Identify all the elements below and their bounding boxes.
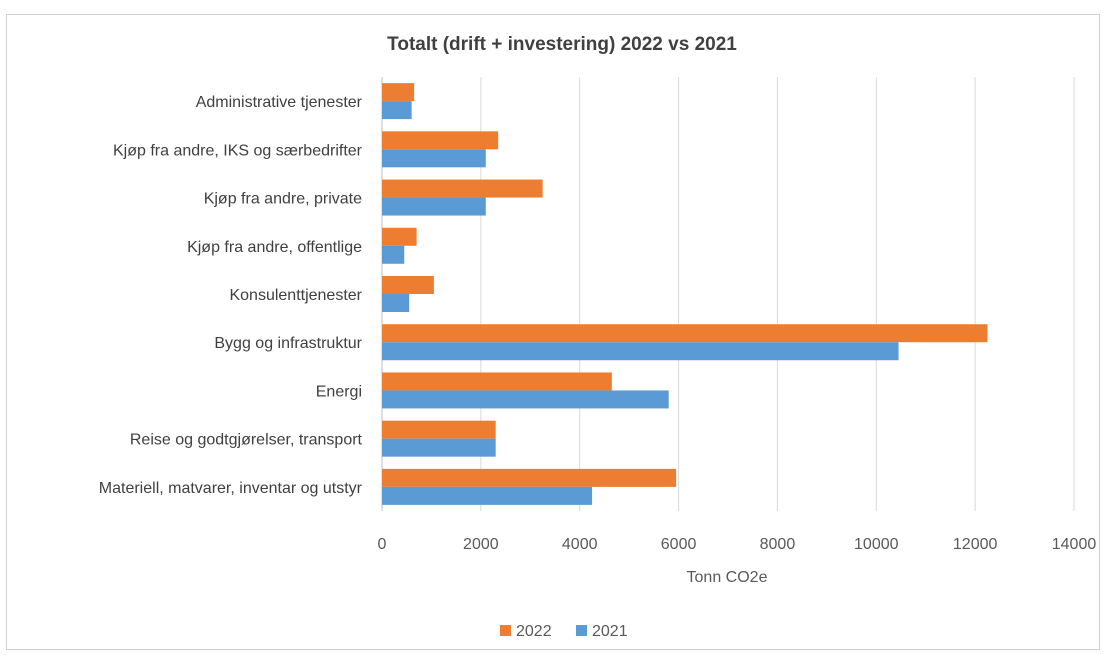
chart-title: Totalt (drift + investering) 2022 vs 202… — [387, 34, 737, 55]
bar-2022 — [382, 179, 543, 198]
bar-2022 — [382, 420, 496, 439]
category-label: Kjøp fra andre, private — [204, 191, 362, 208]
bar-2022 — [382, 276, 434, 294]
x-tick-label: 14000 — [1052, 536, 1097, 553]
bar-2021 — [382, 101, 412, 120]
bar-2022 — [382, 468, 677, 487]
category-label: Energi — [316, 383, 362, 400]
bar-2021 — [382, 342, 899, 361]
x-tick-label: 10000 — [854, 536, 899, 553]
x-tick-label: 2000 — [463, 536, 499, 553]
bar-2022 — [382, 131, 499, 150]
bar-2022 — [382, 324, 988, 343]
category-label: Kjøp fra andre, IKS og særbedrifter — [113, 142, 363, 159]
bar-2022 — [382, 83, 415, 102]
x-tick-label: 6000 — [661, 536, 697, 553]
category-label: Kjøp fra andre, offentlige — [187, 239, 362, 256]
bar-2021 — [382, 197, 486, 216]
x-tick-label: 0 — [378, 536, 387, 553]
bar-2021 — [382, 245, 405, 264]
legend-label: 2021 — [592, 623, 628, 640]
bar-2021 — [382, 438, 496, 457]
x-tick-label: 8000 — [760, 536, 796, 553]
x-axis-label: Tonn CO2e — [687, 569, 768, 586]
category-label: Administrative tjenester — [196, 94, 363, 111]
bar-2022 — [382, 227, 417, 246]
legend-swatch-2021 — [576, 625, 587, 636]
category-label: Materiell, matvarer, inventar og utstyr — [99, 480, 363, 497]
x-tick-label: 4000 — [562, 536, 598, 553]
bar-2021 — [382, 486, 593, 505]
category-label: Konsulenttjenester — [229, 287, 362, 304]
x-tick-label: 12000 — [953, 536, 998, 553]
bar-2022 — [382, 372, 612, 391]
legend-swatch-2022 — [500, 625, 511, 636]
legend-label: 2022 — [516, 623, 552, 640]
bar-2021 — [382, 294, 410, 312]
bar-2021 — [382, 149, 486, 168]
category-label: Reise og godtgjørelser, transport — [130, 432, 363, 449]
category-label: Bygg og infrastruktur — [214, 335, 362, 352]
bar-2021 — [382, 390, 669, 409]
